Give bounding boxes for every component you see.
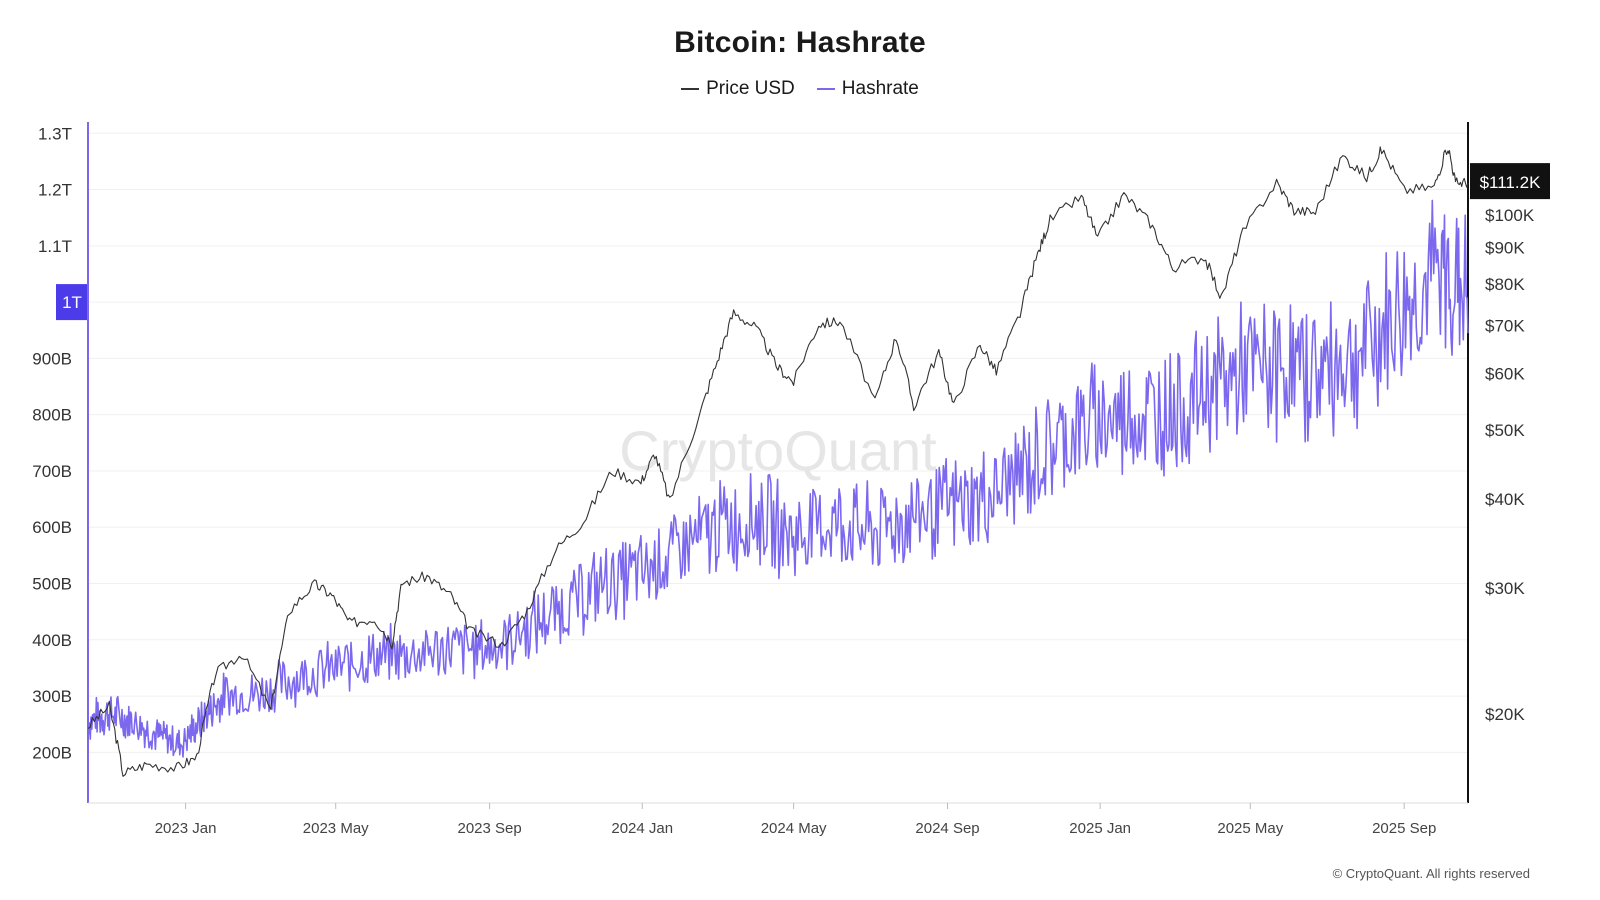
- left-axis-tick-label: 1.3T: [38, 124, 72, 143]
- legend-label-price: Price USD: [706, 78, 795, 99]
- legend-item-price[interactable]: Price USD: [681, 78, 795, 100]
- legend-item-hashrate[interactable]: Hashrate: [816, 78, 919, 100]
- current-price-badge: $111.2K: [1470, 163, 1550, 200]
- x-axis-tick-label: 2024 May: [761, 820, 827, 837]
- x-axis-tick-label: 2023 Jan: [155, 820, 217, 837]
- current-price-badge-box: [1470, 163, 1550, 200]
- left-axis-tick-label: 300B: [32, 687, 72, 706]
- right-axis-tick-label: $20K: [1485, 705, 1525, 724]
- left-axis-highlight-box: [56, 284, 87, 321]
- left-axis-tick-label: 1.1T: [38, 237, 72, 256]
- right-axis-tick-label: $100K: [1485, 206, 1535, 225]
- left-axis-tick-label: 400B: [32, 631, 72, 650]
- x-axis-tick-label: 2025 May: [1217, 820, 1283, 837]
- right-axis-tick-label: $80K: [1485, 275, 1525, 294]
- hashrate-series-line: [87, 199, 1469, 758]
- left-axis-tick-label: 600B: [32, 518, 72, 537]
- left-axis-ticks: 200B 300B 400B 500B 600B 700B 800B 900B 1T 1.1T 1.…: [32, 124, 87, 762]
- left-axis-tick-label: 700B: [32, 462, 72, 481]
- right-axis-tick-label: $60K: [1485, 364, 1525, 383]
- x-axis-tick-label: 2024 Jan: [611, 820, 673, 837]
- x-axis-tick-label: 2024 Sep: [915, 820, 979, 837]
- legend-swatch-hashrate: [816, 88, 835, 90]
- left-axis-tick-label: 200B: [32, 743, 72, 762]
- legend-swatch-price: [681, 88, 700, 90]
- current-price-badge-label: $111.2K: [1480, 173, 1541, 192]
- left-axis-tick-label: 1.2T: [38, 181, 72, 200]
- right-axis-tick-label: $90K: [1485, 239, 1525, 258]
- right-axis-ticks: $20K $30K $40K $50K $60K $70K $80K $90K $100K: [1485, 206, 1535, 724]
- right-axis-tick-label: $50K: [1485, 421, 1525, 440]
- right-axis-tick-label: $30K: [1485, 579, 1525, 598]
- watermark-text: CryptoQuant: [619, 419, 937, 482]
- left-axis-tick-label: 800B: [32, 406, 72, 425]
- left-axis-highlight-label: 1T: [62, 293, 82, 312]
- left-axis-tick-label: 500B: [32, 575, 72, 594]
- price-series-line: [87, 146, 1469, 777]
- x-axis-ticks: 2023 Jan 2023 May 2023 Sep 2024 Jan 2024 May…: [155, 803, 1436, 837]
- chart-legend: Price USD Hashrate: [0, 78, 1600, 100]
- left-axis-tick-label: 900B: [32, 349, 72, 368]
- legend-label-hashrate: Hashrate: [841, 78, 919, 99]
- copyright-footer: © CryptoQuant. All rights reserved: [1332, 866, 1530, 881]
- x-axis-tick-label: 2025 Jan: [1069, 820, 1131, 837]
- right-axis-tick-label: $70K: [1485, 317, 1525, 336]
- chart-title: Bitcoin: Hashrate: [674, 26, 926, 59]
- right-axis-tick-label: $40K: [1485, 490, 1525, 509]
- x-axis-tick-label: 2023 May: [303, 820, 369, 837]
- x-axis-tick-label: 2025 Sep: [1372, 820, 1436, 837]
- x-axis-tick-label: 2023 Sep: [457, 820, 521, 837]
